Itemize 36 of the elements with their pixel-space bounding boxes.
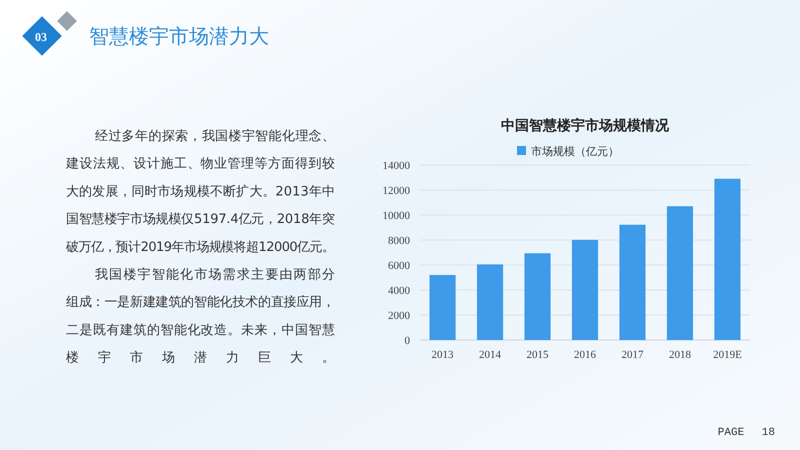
text: 二是既有建筑的智能化改造。未来，中国智慧 [66, 322, 335, 338]
text: 03 [35, 30, 47, 44]
bar [524, 253, 551, 340]
x-tick-label: 2014 [479, 349, 502, 361]
text: 经过多年的探索，我国楼宇智能化理念、 [95, 128, 335, 144]
text: 大的发展，同时市场规模不断扩大。2013年中 [66, 184, 335, 200]
text: 智慧楼宇市场潜力大 [89, 24, 269, 48]
x-tick-label: 2016 [574, 349, 596, 361]
bar [572, 240, 598, 340]
x-tick-label: 2015 [526, 349, 550, 361]
x-tick-label: 2018 [668, 349, 692, 361]
y-tick-label: 0 [404, 334, 410, 347]
x-tick-label: 2013 [432, 349, 454, 361]
y-tick-label: 8000 [388, 234, 410, 247]
y-tick-label: 14000 [382, 160, 410, 172]
y-tick-label: 10000 [382, 210, 410, 222]
bar [714, 178, 741, 340]
bar [476, 264, 504, 340]
x-tick-label: 2019E [713, 349, 742, 361]
bar [619, 224, 646, 340]
x-tick-label: 2017 [621, 349, 644, 361]
legend-label: 市场规模（亿元） [531, 145, 619, 158]
y-tick-label: 6000 [388, 260, 410, 272]
text: 建设法规、设计施工、物业管理等方面得到较 [65, 156, 335, 172]
text: 破万亿，预计2019年市场规模将超12000亿元。 [65, 240, 335, 255]
text: 楼宇市场潜力巨大。 [66, 350, 335, 366]
chart-title: 中国智慧楼宇市场规模情况 [501, 117, 670, 134]
bar [666, 206, 694, 340]
y-tick-label: 12000 [382, 184, 410, 197]
bar [429, 275, 456, 340]
text: 组成：一是新建建筑的智能化技术的直接应用， [66, 294, 335, 310]
text: 我国楼宇智能化市场需求主要由两部分 [95, 266, 335, 282]
text: 国智慧楼宇市场规模仅5197.4亿元，2018年突 [66, 211, 335, 228]
text: PAGE 18 [718, 427, 775, 439]
y-tick-label: 4000 [388, 284, 410, 297]
y-tick-label: 2000 [388, 310, 410, 322]
